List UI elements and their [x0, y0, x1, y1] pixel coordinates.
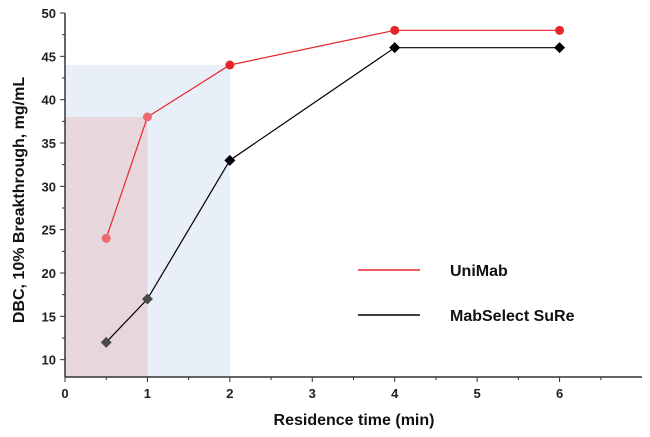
x-tick-label: 0	[61, 386, 68, 401]
y-tick-label: 40	[42, 93, 56, 108]
legend-label: MabSelect SuRe	[450, 308, 575, 325]
shaded-region	[65, 117, 148, 377]
legend-label: UniMab	[450, 263, 508, 280]
data-point	[555, 25, 565, 35]
x-axis-title: Residence time (min)	[274, 412, 435, 429]
y-tick-label: 45	[42, 49, 56, 64]
x-tick-label: 3	[309, 386, 316, 401]
y-tick-label: 10	[42, 353, 56, 368]
x-tick-label: 2	[226, 386, 233, 401]
x-tick-label: 4	[391, 386, 399, 401]
y-tick-label: 50	[42, 6, 56, 21]
data-point	[100, 336, 112, 348]
y-tick-label: 25	[42, 223, 56, 238]
y-tick-label: 15	[42, 309, 56, 324]
x-tick-label: 5	[474, 386, 481, 401]
data-series	[100, 25, 566, 348]
y-tick-label: 35	[42, 136, 56, 151]
y-tick-label: 20	[42, 266, 56, 281]
data-point	[141, 293, 153, 305]
data-point	[224, 154, 236, 166]
legend: UniMab MabSelect SuRe	[358, 263, 575, 325]
x-tick-label: 1	[144, 386, 151, 401]
y-axis-title: DBC, 10% Breakthrough, mg/mL	[11, 77, 28, 323]
data-point	[390, 25, 400, 35]
data-point	[554, 42, 566, 54]
data-point	[142, 112, 152, 122]
x-tick-label: 6	[556, 386, 563, 401]
data-point	[225, 60, 235, 70]
y-tick-label: 30	[42, 179, 56, 194]
data-point	[101, 233, 111, 243]
shaded-regions	[65, 65, 230, 377]
data-point	[389, 42, 401, 54]
